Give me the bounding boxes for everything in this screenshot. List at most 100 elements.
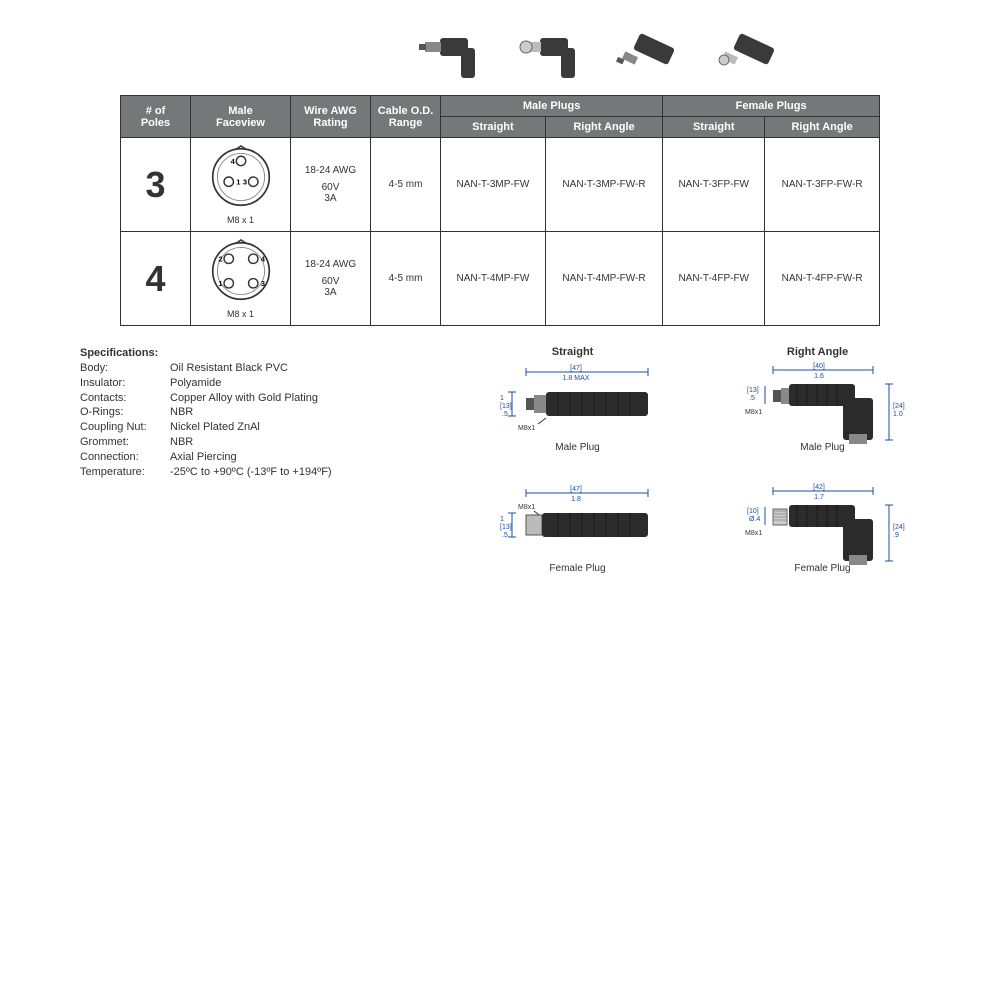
spec-value: -25ºC to +90ºC (-13ºF to +194ºF) <box>170 465 460 480</box>
spec-value: NBR <box>170 405 460 420</box>
specifications-block: Specifications: Body:Oil Resistant Black… <box>80 346 460 574</box>
diagram-cell: [47] 1.8 MAX 1 [13] .5 M8x1 Male Plug <box>480 362 675 453</box>
part-male-right-angle: NAN-T-4MP-FW-R <box>545 232 662 326</box>
th-male-straight: Straight <box>441 117 546 138</box>
part-female-straight: NAN-T-3FP-FW <box>663 138 765 232</box>
spec-value: Oil Resistant Black PVC <box>170 361 460 376</box>
svg-text:1.6: 1.6 <box>814 373 824 380</box>
svg-text:1.7: 1.7 <box>814 494 824 501</box>
svg-text:1.8 MAX: 1.8 MAX <box>562 375 589 382</box>
svg-text:1.0: 1.0 <box>893 411 903 418</box>
spec-key: Temperature: <box>80 465 170 480</box>
poles-value: 3 <box>127 164 184 206</box>
svg-text:[24]: [24] <box>893 524 905 531</box>
diagram-drawing: [47] 1.8 1 [13] .5 M8x1 <box>498 483 658 553</box>
svg-text:[42]: [42] <box>813 484 825 491</box>
product-image-straight-male <box>615 30 685 90</box>
th-female-straight: Straight <box>663 117 765 138</box>
spec-row: Insulator:Polyamide <box>80 376 460 391</box>
svg-text:.5: .5 <box>749 395 755 402</box>
th-male-plugs: Male Plugs <box>441 96 663 117</box>
spec-key: Body: <box>80 361 170 376</box>
part-female-right-angle: NAN-T-4FP-FW-R <box>765 232 880 326</box>
diagram-drawing: [40] 1.6 [13] .5 M8x1 [24] 1.0 <box>743 362 903 432</box>
spec-row: Grommet:NBR <box>80 435 460 450</box>
spec-key: Grommet: <box>80 435 170 450</box>
svg-text:[40]: [40] <box>813 363 825 370</box>
parts-table: # of Poles Male Faceview Wire AWG Rating… <box>120 95 880 326</box>
th-cable: Cable O.D. Range <box>371 96 441 138</box>
diagram-col-right-angle: Right Angle <box>787 346 848 358</box>
spec-value: Axial Piercing <box>170 450 460 465</box>
faceview-cell: 413 M8 x 1 <box>191 138 291 232</box>
spec-row: Body:Oil Resistant Black PVC <box>80 361 460 376</box>
spec-value: Copper Alloy with Gold Plating <box>170 391 460 406</box>
svg-text:3: 3 <box>242 178 246 187</box>
spec-row: Contacts:Copper Alloy with Gold Plating <box>80 391 460 406</box>
svg-text:M8x1: M8x1 <box>745 409 762 416</box>
part-male-straight: NAN-T-4MP-FW <box>441 232 546 326</box>
spec-key: Connection: <box>80 450 170 465</box>
spec-value: Nickel Plated ZnAl <box>170 420 460 435</box>
spec-key: O-Rings: <box>80 405 170 420</box>
product-image-straight-female <box>715 30 785 90</box>
part-female-straight: NAN-T-4FP-FW <box>663 232 765 326</box>
faceview-label: M8 x 1 <box>197 309 284 319</box>
diagram-col-straight: Straight <box>552 346 594 358</box>
spec-key: Insulator: <box>80 376 170 391</box>
table-row: 3 413 M8 x 1 18-24 AWG60V3A 4-5 mm NAN-T… <box>121 138 880 232</box>
svg-text:1: 1 <box>218 279 222 288</box>
th-faceview: Male Faceview <box>191 96 291 138</box>
spec-value: NBR <box>170 435 460 450</box>
part-female-right-angle: NAN-T-3FP-FW-R <box>765 138 880 232</box>
svg-text:[13]: [13] <box>500 403 512 410</box>
svg-text:.9: .9 <box>893 532 899 539</box>
svg-text:1: 1 <box>500 516 504 523</box>
diagrams-block: Straight Right Angle [47] 1.8 MAX 1 [13]… <box>480 346 920 574</box>
svg-text:[24]: [24] <box>893 403 905 410</box>
svg-text:1: 1 <box>500 395 504 402</box>
svg-text:M8x1: M8x1 <box>518 425 535 432</box>
th-male-right-angle: Right Angle <box>545 117 662 138</box>
spec-row: Temperature:-25ºC to +90ºC (-13ºF to +19… <box>80 465 460 480</box>
part-male-straight: NAN-T-3MP-FW <box>441 138 546 232</box>
part-male-right-angle: NAN-T-3MP-FW-R <box>545 138 662 232</box>
svg-text:[13]: [13] <box>500 524 512 531</box>
cable-od: 4-5 mm <box>371 232 441 326</box>
svg-text:[13]: [13] <box>747 387 759 394</box>
product-image-right-angle-male <box>415 30 485 90</box>
th-poles: # of Poles <box>121 96 191 138</box>
diagram-drawing: [42] 1.7 [10] Ø.4 M8x1 [24] .9 <box>743 483 903 553</box>
svg-text:1: 1 <box>236 178 240 187</box>
svg-text:.5: .5 <box>502 411 508 418</box>
svg-text:M8x1: M8x1 <box>745 530 762 537</box>
svg-text:.5: .5 <box>502 532 508 539</box>
product-images-row <box>280 30 920 90</box>
poles-value: 4 <box>127 258 184 300</box>
diagram-cell: [42] 1.7 [10] Ø.4 M8x1 [24] .9 Female Pl… <box>725 483 920 574</box>
faceview-cell: 2413 M8 x 1 <box>191 232 291 326</box>
cable-od: 4-5 mm <box>371 138 441 232</box>
svg-text:M8x1: M8x1 <box>518 504 535 511</box>
spec-row: Connection:Axial Piercing <box>80 450 460 465</box>
specifications-heading: Specifications: <box>80 346 460 361</box>
svg-text:Ø.4: Ø.4 <box>749 516 760 523</box>
svg-text:[47]: [47] <box>570 365 582 372</box>
product-image-right-angle-female <box>515 30 585 90</box>
svg-text:2: 2 <box>218 255 222 264</box>
table-row: 4 2413 M8 x 1 18-24 AWG60V3A 4-5 mm NAN-… <box>121 232 880 326</box>
spec-key: Contacts: <box>80 391 170 406</box>
spec-row: Coupling Nut:Nickel Plated ZnAl <box>80 420 460 435</box>
svg-text:[10]: [10] <box>747 508 759 515</box>
diagram-cell: [47] 1.8 1 [13] .5 M8x1 Female Plug <box>480 483 675 574</box>
svg-text:[47]: [47] <box>570 486 582 493</box>
faceview-label: M8 x 1 <box>197 215 284 225</box>
th-wire: Wire AWG Rating <box>291 96 371 138</box>
diagram-drawing: [47] 1.8 MAX 1 [13] .5 M8x1 <box>498 362 658 432</box>
spec-row: O-Rings:NBR <box>80 405 460 420</box>
th-female-right-angle: Right Angle <box>765 117 880 138</box>
svg-text:3: 3 <box>260 279 264 288</box>
spec-value: Polyamide <box>170 376 460 391</box>
svg-text:1.8: 1.8 <box>571 496 581 503</box>
spec-key: Coupling Nut: <box>80 420 170 435</box>
